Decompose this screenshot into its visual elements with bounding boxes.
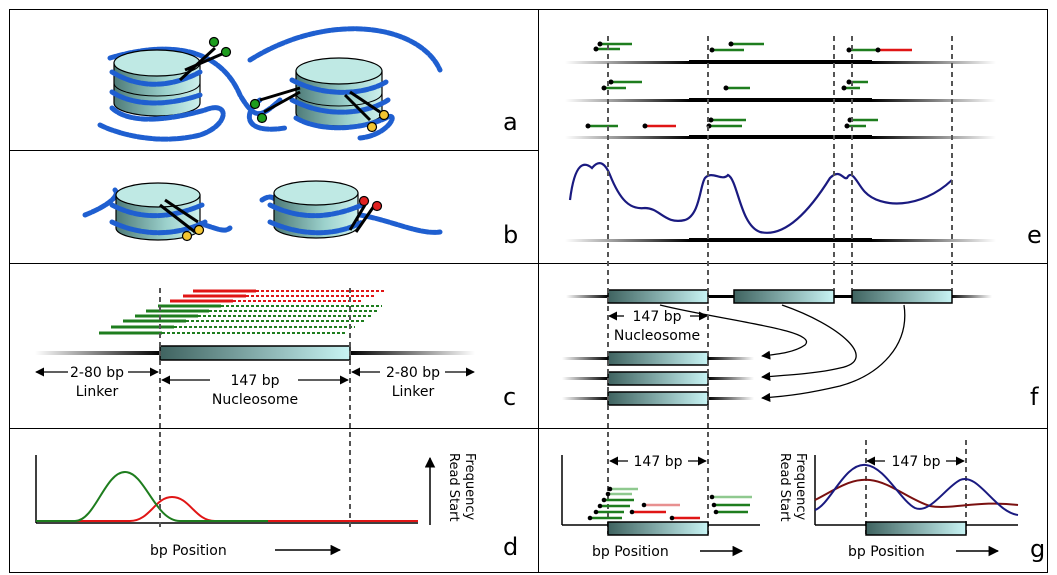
panel-g: 147 bp bp Position Read Start Frequency … [561, 453, 1045, 563]
nucleosome-word: Nucleosome [212, 392, 298, 408]
linker-right [350, 351, 475, 355]
stacked-tracks [562, 351, 754, 406]
linker-right-bp: 2-80 bp [386, 365, 440, 381]
read-end-marker [378, 109, 390, 121]
panel-b: b [82, 180, 518, 249]
guide-lines [159, 288, 351, 530]
left-bp-label: 147 bp [634, 454, 683, 470]
left-x-axis-label: bp Position [592, 544, 669, 560]
linker-left-word: Linker [76, 384, 119, 400]
panel-label-b: b [503, 221, 518, 249]
y-axis-label: Read Start [446, 453, 461, 522]
reverse-read-density-curve [36, 495, 418, 522]
panel-a: a [97, 26, 518, 142]
scissors-icon [178, 46, 223, 82]
read-end-marker [208, 36, 220, 48]
panel-e: e [565, 41, 1042, 249]
scissors-icon [159, 198, 199, 234]
smoothed-profile [814, 478, 1019, 508]
genome-tracks [565, 60, 996, 242]
read-end-marker [193, 224, 205, 236]
panel-label-f: f [1030, 383, 1039, 411]
x-axis-label: bp Position [150, 543, 227, 559]
scissors-icon [343, 90, 381, 122]
panel-d: Read Start Frequency bp Position d [35, 453, 518, 561]
y-axis-label: Frequency [793, 453, 808, 520]
forward-read-density-curve [36, 470, 268, 522]
read-end-marker [249, 98, 261, 110]
read-end-marker [358, 195, 370, 207]
guide-lines [607, 36, 967, 534]
nucleosome-bar [851, 289, 953, 304]
panel-f: 147 bp Nucleosome f [562, 289, 1039, 411]
alignment-arrows [659, 304, 906, 402]
phased-profile [814, 463, 1019, 516]
panel-label-a: a [503, 108, 518, 136]
linker-right-word: Linker [392, 384, 435, 400]
panel-label-c: c [503, 383, 516, 411]
reads-on-tracks [585, 41, 912, 129]
nucleosome-bp: 147 bp [633, 309, 682, 325]
dna-strand [82, 187, 119, 218]
panel-label-e: e [1027, 221, 1042, 249]
nucleosome-bar [159, 345, 351, 361]
nucleosome-bar [865, 521, 967, 536]
read-end-marker [371, 200, 383, 212]
reverse-reads [170, 289, 384, 303]
right-x-axis-label: bp Position [848, 544, 925, 560]
dna-strand [267, 202, 443, 236]
read-end-marker [220, 46, 232, 58]
dna-strand [247, 26, 443, 73]
panel-frames [9, 9, 1048, 573]
scissors-icon [259, 86, 301, 114]
nucleosome-bar [607, 289, 709, 304]
dna-strand [97, 69, 226, 142]
linker-left [35, 351, 160, 355]
occupancy-profile [568, 162, 953, 234]
nucleosome-word: Nucleosome [614, 328, 700, 344]
nucleosome-bar [733, 289, 835, 304]
linker-left-bp: 2-80 bp [70, 365, 124, 381]
forward-reads [99, 304, 382, 335]
y-axis-label: Frequency [462, 453, 477, 520]
read-end-marker [366, 121, 378, 133]
panel-label-d: d [503, 533, 518, 561]
panel-label-g: g [1030, 535, 1045, 563]
y-axis-label: Read Start [777, 453, 792, 522]
read-end-marker [181, 230, 193, 242]
nucleosome-bar [607, 521, 709, 536]
read-end-marker [256, 112, 268, 124]
aligned-reads [587, 486, 752, 521]
nucleosome-bp: 147 bp [231, 373, 280, 389]
panel-c: 2-80 bp Linker 147 bp Nucleosome 2-80 bp… [35, 289, 516, 411]
right-bp-label: 147 bp [892, 454, 941, 470]
